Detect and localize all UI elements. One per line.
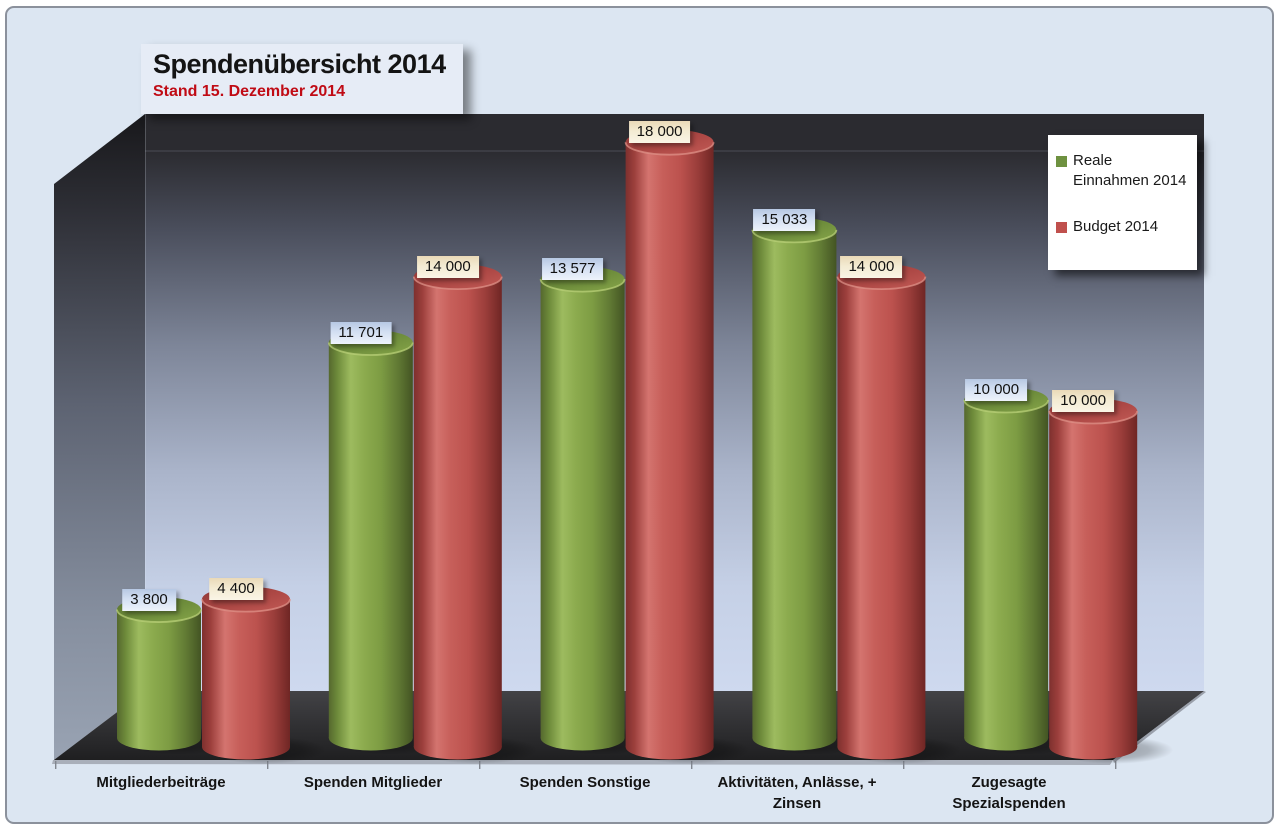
category-label: Mitgliederbeiträge xyxy=(96,774,226,791)
data-label: 3 800 xyxy=(122,588,176,611)
legend-label: Budget 2014 xyxy=(1073,218,1159,235)
chart-title-panel: Spendenübersicht 2014 Stand 15. Dezember… xyxy=(141,44,463,114)
chart-3d-scene xyxy=(52,114,1206,769)
chart-title: Spendenübersicht 2014 xyxy=(153,49,446,79)
data-label: 10 000 xyxy=(965,379,1028,401)
cylinder-bars xyxy=(116,129,1174,764)
legend-swatch-green-icon xyxy=(1056,156,1067,167)
category-label: Spenden Mitglieder xyxy=(303,774,443,791)
data-label: 18 000 xyxy=(628,121,691,144)
data-label: 10 000 xyxy=(1052,390,1115,412)
chart-legend: Reale Einnahmen 2014 Budget 2014 xyxy=(1048,135,1197,270)
data-label: 15 033 xyxy=(753,208,816,231)
legend-item-budget: Budget 2014 xyxy=(1056,217,1191,237)
legend-item-reale-einnahmen: Reale Einnahmen 2014 xyxy=(1056,151,1191,191)
data-label: 13 577 xyxy=(541,258,604,281)
category-label: Aktivitäten, Anlässe, + Zinsen xyxy=(717,774,877,812)
category-label: Zugesagte Spezialspenden xyxy=(952,774,1066,812)
legend-label: Reale Einnahmen 2014 xyxy=(1073,152,1187,189)
data-label: 4 400 xyxy=(209,578,263,601)
data-label: 14 000 xyxy=(840,255,903,278)
data-label: 11 701 xyxy=(330,321,392,344)
data-label: 14 000 xyxy=(416,255,479,278)
chart-subtitle: Stand 15. Dezember 2014 xyxy=(153,83,346,100)
chart-canvas: Spendenübersicht 2014 Stand 15. Dezember… xyxy=(5,6,1274,824)
category-label: Spenden Sonstige xyxy=(519,774,651,791)
legend-swatch-red-icon xyxy=(1056,222,1067,233)
